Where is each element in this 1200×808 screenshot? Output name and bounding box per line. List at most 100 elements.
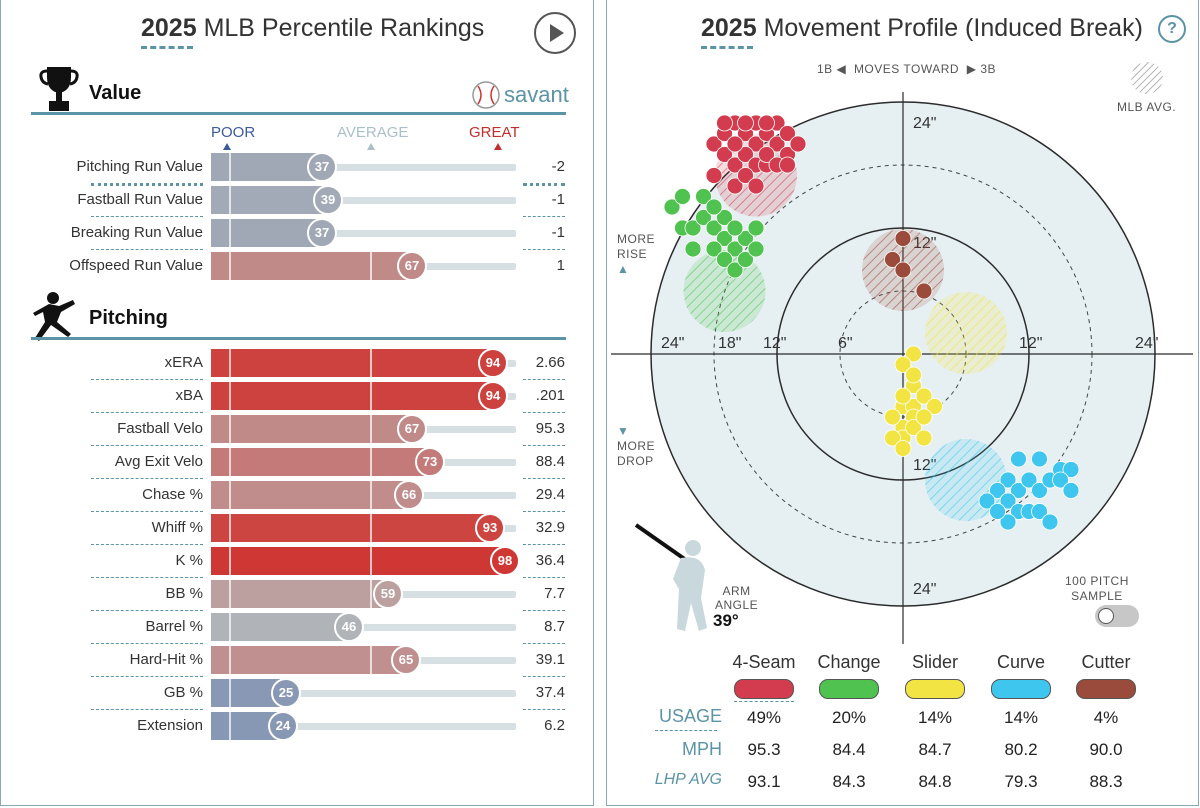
percentile-badge[interactable]: 67 xyxy=(397,251,427,281)
pitch-usage: 14% xyxy=(1003,708,1039,727)
bar-gridline xyxy=(370,580,372,608)
row-separator-highlight xyxy=(91,183,203,186)
pitch-point-curve xyxy=(1031,503,1048,520)
percentile-badge[interactable]: 25 xyxy=(271,678,301,708)
percentile-badge[interactable]: 59 xyxy=(373,579,403,609)
bar-gridline xyxy=(370,547,372,575)
pitch-point-change xyxy=(726,261,744,279)
pitch-usage: 20% xyxy=(831,708,867,727)
percentile-badge[interactable]: 67 xyxy=(397,414,427,444)
great-triangle-icon xyxy=(494,143,502,150)
pitch-point-slider xyxy=(915,408,933,426)
bar-gridline xyxy=(370,514,372,542)
help-icon: ? xyxy=(1158,15,1186,43)
percentile-badge[interactable]: 73 xyxy=(415,447,445,477)
pitch-color-swatch[interactable] xyxy=(1076,679,1136,699)
savant-brand[interactable]: savant xyxy=(504,82,569,107)
metric-value: .201 xyxy=(535,387,565,404)
pitch-point-curve xyxy=(1010,450,1027,468)
pitch-point-change xyxy=(705,198,723,216)
percentile-bar xyxy=(211,580,388,608)
pitch-point-4-seam xyxy=(716,114,733,132)
bar-gridline xyxy=(229,448,231,476)
pitch-point-cutter xyxy=(915,282,933,300)
percentile-bar xyxy=(211,448,430,476)
pitch-point-curve xyxy=(999,513,1017,531)
axis-label-h_left_inner: 12" xyxy=(763,335,786,352)
usage-row-label: USAGE xyxy=(658,706,722,726)
percentile-badge[interactable]: 37 xyxy=(307,152,337,182)
pitch-color-swatch[interactable] xyxy=(905,679,965,699)
pitch-point-4-seam xyxy=(747,177,765,195)
metric-value: 32.9 xyxy=(535,519,565,536)
bar-gridline xyxy=(229,219,231,247)
pitch-point-change xyxy=(716,230,733,247)
bar-gridline xyxy=(370,646,372,674)
title-underline xyxy=(141,46,193,49)
pitch-name: Curve xyxy=(996,652,1045,672)
percentile-badge[interactable]: 66 xyxy=(394,480,424,510)
percentile-badge[interactable]: 93 xyxy=(475,513,505,543)
axis-label-h_left_center: 6" xyxy=(838,335,853,352)
percentile-badge[interactable]: 65 xyxy=(391,645,421,675)
percentile-bar xyxy=(211,349,493,377)
percentile-badge[interactable]: 24 xyxy=(268,711,298,741)
metric-label: Avg Exit Velo xyxy=(114,453,203,470)
arm-angle-line2: ANGLE xyxy=(715,598,759,612)
bar-gridline xyxy=(229,679,231,707)
pitch-color-swatch[interactable] xyxy=(991,679,1051,699)
row-separator xyxy=(523,216,565,217)
scale-poor-label: POOR xyxy=(211,124,256,141)
pitch-point-change xyxy=(716,209,733,226)
pitch-color-swatch[interactable] xyxy=(819,679,879,699)
metric-label: xBA xyxy=(175,387,203,404)
pitch-point-change xyxy=(663,198,681,216)
pitch-point-slider xyxy=(884,408,901,426)
pitch-point-change xyxy=(726,219,744,237)
percentile-badge[interactable]: 37 xyxy=(307,218,337,248)
pitch-name: Cutter xyxy=(1081,652,1131,672)
pitch-point-4-seam xyxy=(768,135,786,153)
row-separator xyxy=(523,379,565,380)
pitch-mph: 84.7 xyxy=(918,740,952,759)
metric-value: 39.1 xyxy=(535,651,565,668)
pitch-point-change xyxy=(726,240,744,258)
sample-toggle[interactable] xyxy=(1095,605,1139,627)
pitch-usage: 49% xyxy=(746,708,782,727)
pitch-point-4-seam xyxy=(737,114,754,132)
pitch-point-4-seam xyxy=(779,156,796,174)
pitch-point-4-seam xyxy=(737,146,754,163)
pitch-point-slider xyxy=(894,356,912,373)
movement-chart: 24"18"12"6"12"24"24"12"12"24" xyxy=(611,92,1193,644)
percentile-badge[interactable]: 94 xyxy=(478,381,508,411)
percentile-badge[interactable]: 98 xyxy=(490,546,520,576)
percentile-bar xyxy=(211,481,409,509)
percentile-rankings-panel: 2025 MLB Percentile Rankings Value savan… xyxy=(0,0,594,806)
row-separator xyxy=(523,412,565,413)
row-separator xyxy=(91,249,203,250)
help-button[interactable]: ? xyxy=(1158,15,1186,43)
pitch-point-change xyxy=(747,219,765,237)
percentile-bar xyxy=(211,613,349,641)
percentile-badge[interactable]: 46 xyxy=(334,612,364,642)
percentile-badge[interactable]: 39 xyxy=(313,185,343,215)
bar-gridline xyxy=(229,415,231,443)
percentile-bar xyxy=(211,514,490,542)
pitch-color-swatch[interactable] xyxy=(734,679,794,699)
percentile-bar xyxy=(211,153,322,181)
average-triangle-icon xyxy=(367,143,375,150)
pitch-point-change xyxy=(684,219,702,237)
toward-label: 1B ◀ MOVES TOWARD ▶ 3B xyxy=(817,62,996,76)
metric-label: Extension xyxy=(137,717,203,734)
play-button[interactable] xyxy=(533,11,577,60)
percentile-badge[interactable]: 94 xyxy=(478,348,508,378)
metric-label: K % xyxy=(175,552,203,569)
pitch-point-curve xyxy=(1062,482,1080,499)
row-separator xyxy=(523,709,565,710)
pitch-point-slider xyxy=(905,419,922,436)
bar-gridline xyxy=(370,481,372,509)
row-separator xyxy=(91,511,203,512)
pitch-point-change xyxy=(684,240,702,258)
toward-right-arrow-icon: ▶ xyxy=(966,62,977,76)
pitch-point-cutter xyxy=(894,230,912,247)
